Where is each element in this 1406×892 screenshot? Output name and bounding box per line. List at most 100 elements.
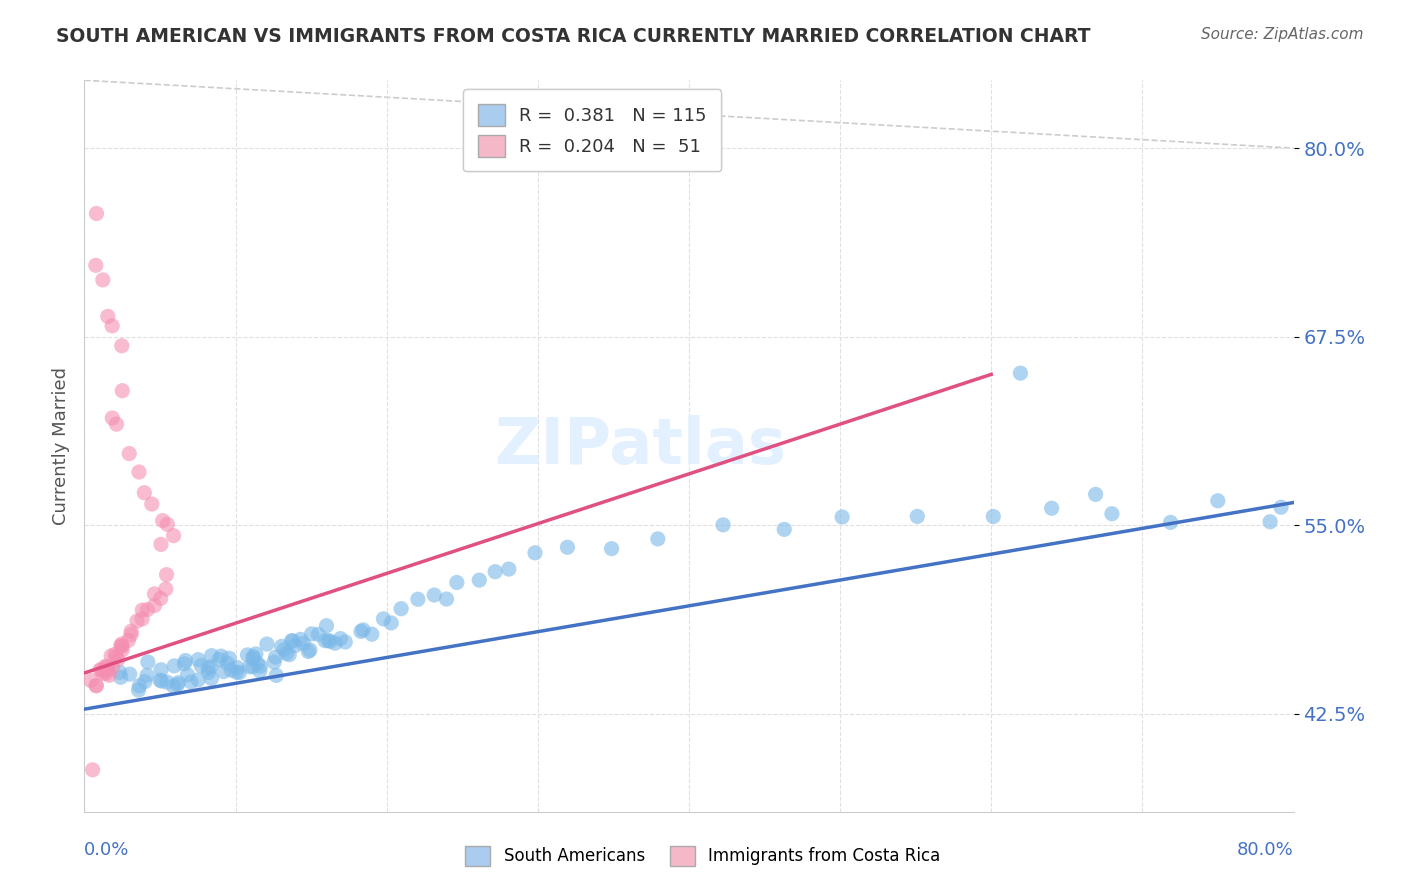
Point: [228, 665, 250, 680]
Point: [131, 603, 153, 617]
Point: [155, 567, 177, 582]
Point: [110, 670, 132, 684]
Point: [111, 339, 134, 353]
Point: [773, 522, 796, 536]
Point: [173, 657, 195, 671]
Point: [1270, 500, 1292, 515]
Point: [217, 657, 239, 671]
Point: [101, 660, 124, 674]
Point: [200, 660, 222, 674]
Point: [468, 573, 491, 587]
Point: [270, 640, 292, 654]
Point: [125, 614, 148, 628]
Point: [149, 591, 172, 606]
Point: [136, 655, 159, 669]
Point: [298, 643, 321, 657]
Point: [242, 649, 264, 664]
Point: [150, 663, 173, 677]
Point: [150, 537, 173, 551]
Point: [84, 258, 107, 272]
Point: [104, 649, 127, 664]
Point: [831, 510, 853, 524]
Point: [352, 623, 374, 637]
Point: [284, 639, 307, 653]
Point: [136, 602, 159, 616]
Point: [128, 679, 150, 693]
Point: [335, 635, 357, 649]
Point: [600, 541, 623, 556]
Point: [557, 541, 579, 555]
Point: [218, 651, 240, 665]
Point: [89, 663, 111, 677]
Point: [120, 627, 142, 641]
Point: [315, 618, 337, 632]
Point: [242, 659, 264, 673]
Point: [108, 665, 131, 680]
Point: [111, 384, 134, 398]
Point: [249, 659, 271, 673]
Point: [249, 664, 271, 678]
Point: [319, 634, 342, 648]
Point: [110, 639, 132, 653]
Point: [1101, 507, 1123, 521]
Point: [155, 582, 177, 596]
Point: [94, 659, 117, 673]
Point: [981, 509, 1004, 524]
Point: [107, 652, 129, 666]
Point: [134, 485, 156, 500]
Legend: South Americans, Immigrants from Costa Rica: South Americans, Immigrants from Costa R…: [453, 832, 953, 880]
Point: [1160, 516, 1182, 530]
Point: [200, 672, 222, 686]
Text: SOUTH AMERICAN VS IMMIGRANTS FROM COSTA RICA CURRENTLY MARRIED CORRELATION CHART: SOUTH AMERICAN VS IMMIGRANTS FROM COSTA …: [56, 27, 1091, 45]
Point: [256, 637, 278, 651]
Point: [208, 652, 231, 666]
Point: [290, 632, 312, 647]
Point: [82, 763, 104, 777]
Point: [94, 666, 117, 681]
Text: Source: ZipAtlas.com: Source: ZipAtlas.com: [1201, 27, 1364, 42]
Point: [134, 674, 156, 689]
Point: [380, 615, 402, 630]
Point: [163, 659, 186, 673]
Point: [278, 648, 301, 662]
Point: [246, 657, 269, 671]
Point: [162, 529, 184, 543]
Point: [280, 633, 302, 648]
Point: [226, 660, 249, 674]
Point: [136, 668, 159, 682]
Point: [84, 678, 107, 692]
Point: [264, 668, 287, 682]
Point: [105, 417, 128, 432]
Point: [176, 668, 198, 682]
Point: [297, 644, 319, 658]
Point: [118, 667, 141, 681]
Point: [96, 660, 118, 674]
Point: [225, 665, 247, 680]
Point: [111, 643, 134, 657]
Point: [219, 663, 242, 677]
Point: [131, 612, 153, 626]
Point: [197, 665, 219, 680]
Point: [197, 662, 219, 676]
Text: ZIPatlas: ZIPatlas: [495, 415, 786, 477]
Point: [524, 546, 547, 560]
Point: [423, 588, 446, 602]
Point: [329, 632, 352, 646]
Point: [1010, 366, 1032, 380]
Point: [498, 562, 520, 576]
Point: [318, 633, 340, 648]
Point: [446, 575, 468, 590]
Point: [301, 627, 323, 641]
Point: [187, 673, 209, 687]
Point: [149, 673, 172, 688]
Point: [141, 497, 163, 511]
Point: [101, 318, 124, 333]
Point: [711, 517, 734, 532]
Point: [90, 663, 112, 677]
Point: [389, 601, 412, 615]
Point: [1084, 487, 1107, 501]
Point: [264, 650, 287, 665]
Point: [190, 658, 212, 673]
Point: [1206, 493, 1229, 508]
Point: [307, 627, 329, 641]
